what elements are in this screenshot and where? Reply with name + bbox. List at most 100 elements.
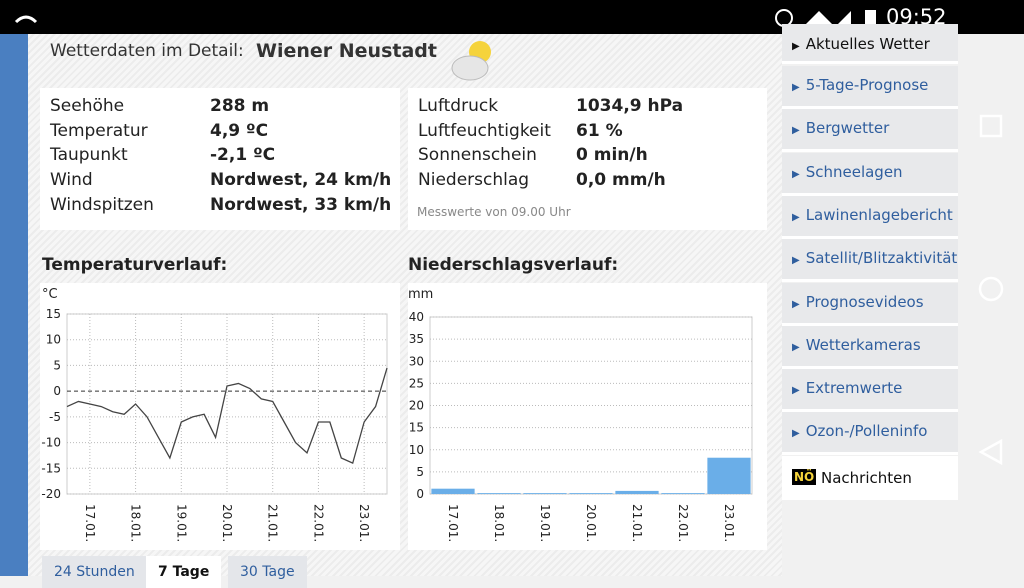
x-tick-label: 20.01. (220, 504, 234, 542)
sidebar-arrow: ▶ (792, 428, 800, 440)
sidebar-item[interactable]: ▶ Prognosevideos (782, 282, 958, 326)
sidebar-arrow: ▶ (792, 41, 800, 52)
sidebar-label: Satellit/Blitzaktivität (805, 249, 958, 268)
sidebar-item[interactable]: ▶ Extremwerte (782, 369, 958, 413)
detail-value: 0 min/h (576, 145, 648, 166)
y-tick-label: 15 (46, 307, 61, 321)
details-left: Seehöhe 288 m Temperatur 4,9 ºC Taupunkt -2,1… (40, 88, 400, 230)
station-name: Wiener Neustadt (256, 40, 437, 62)
x-tick-label: 17.01. (83, 504, 97, 542)
chart-title: Niederschlagsverlauf: (408, 255, 618, 275)
x-tick-label: 23.01. (722, 504, 736, 542)
y-tick-label: 10 (409, 443, 424, 457)
sidebar-item[interactable]: ▶ Aktuelles Wetter (782, 24, 958, 64)
bar (707, 457, 751, 494)
sidebar-label: Ozon-/Polleninfo (805, 422, 928, 441)
detail-label: Taupunkt (50, 145, 128, 166)
sidebar-item[interactable]: ▶ Bergwetter (782, 109, 958, 153)
chart-title: Temperaturverlauf: (42, 255, 227, 275)
sidebar-item[interactable]: ▶ Wetterkameras (782, 325, 958, 369)
x-tick-label: 18.01. (129, 504, 143, 542)
stripe (0, 34, 28, 576)
x-tick-label: 23.01. (357, 504, 371, 542)
detail-label: Wind (50, 170, 93, 191)
sidebar-arrow: ▶ (792, 385, 800, 397)
news-label: Nachrichten (821, 469, 912, 487)
bar (523, 493, 567, 494)
chart-panel (408, 283, 767, 550)
y-tick-label: 35 (409, 332, 424, 346)
y-tick-label: 25 (409, 376, 424, 390)
detail-label: Luftdruck (418, 96, 499, 116)
detail-value: 4,9 ºC (210, 120, 269, 141)
sidebar-label: 5-Tage-Prognose (805, 76, 929, 94)
sidebar-label: Lawinenlagebericht (805, 205, 953, 224)
x-tick-label: 19.01. (538, 504, 552, 542)
y-tick-label: 10 (46, 333, 61, 347)
temperature-line (66, 367, 388, 465)
y-tick-label: 15 (409, 421, 424, 435)
detail-label: Temperatur (50, 120, 148, 141)
sidebar-label: Schneelagen (805, 162, 903, 181)
sidebar-item[interactable]: ▶ Ozon-/Polleninfo (782, 412, 958, 456)
sidebar-arrow: ▶ (792, 341, 800, 353)
note: Messwerte von 09.00 Uhr (417, 205, 571, 219)
news-item[interactable]: NÖ Nachrichten (782, 456, 958, 500)
bar (661, 493, 705, 494)
status-bar: 09:52 (0, 0, 1024, 34)
call-icon (14, 15, 38, 24)
news-badge: NÖ (792, 469, 817, 485)
sidebar-arrow: ▶ (792, 168, 800, 180)
sidebar-arrow: ▶ (792, 298, 800, 310)
detail-label: Niederschlag (418, 170, 530, 191)
sidebar-label: Wetterkameras (805, 335, 921, 354)
y-tick-label: -5 (49, 410, 61, 424)
charts: Temperaturverlauf: °C 15 10 5 0 -5 -10 -15 -20 17.… (40, 255, 767, 550)
bar (615, 490, 659, 494)
detail-value: Nordwest, 33 km/h (210, 194, 392, 215)
x-tick-label: 19.01. (174, 504, 188, 542)
y-tick-label: 5 (53, 358, 61, 372)
x-tick-label: 18.01. (492, 504, 506, 542)
details-right: Messwerte von 09.00 Uhr Luftdruck 1034,9 … (408, 88, 767, 230)
y-axis-label: °C (42, 287, 58, 302)
detail-value: -2,1 ºC (210, 145, 276, 166)
y-tick-label: 40 (409, 310, 424, 324)
x-tick-label: 21.01. (630, 504, 644, 542)
sidebar-item[interactable]: ▶ 5-Tage-Prognose (782, 66, 958, 109)
detail-label: Luftfeuchtigkeit (418, 120, 551, 141)
y-tick-label: 30 (409, 354, 424, 368)
sidebar-label: Extremwerte (805, 379, 903, 398)
detail-value: 1034,9 hPa (576, 96, 684, 116)
bar (477, 493, 521, 494)
sidebar-arrow: ▶ (792, 125, 800, 137)
sidebar-arrow: ▶ (792, 82, 800, 93)
y-tick-label: 20 (409, 399, 424, 413)
y-tick-label: -10 (41, 436, 61, 450)
sidebar-arrow: ▶ (792, 255, 800, 267)
sidebar-item[interactable]: ▶ Schneelagen (782, 152, 958, 196)
x-tick-label: 21.01. (266, 504, 280, 542)
x-tick-label: 20.01. (584, 504, 598, 542)
sidebar-label: Aktuelles Wetter (805, 35, 930, 53)
sidebar-item[interactable]: ▶ Satellit/Blitzaktivität (782, 239, 958, 283)
sidebar-arrow: ▶ (792, 211, 800, 223)
y-axis-label: mm (408, 287, 433, 302)
detail-value: 288 m (210, 96, 270, 116)
bar (569, 493, 613, 494)
bar (431, 488, 475, 494)
x-tick-label: 22.01. (676, 504, 690, 542)
detail-label: Seehöhe (50, 96, 125, 116)
y-tick-label: 5 (416, 465, 424, 479)
detail-label: Sonnenschein (418, 145, 537, 166)
x-tick-label: 17.01. (446, 504, 460, 542)
x-tick-label: 22.01. (311, 504, 325, 542)
y-tick-label: -20 (41, 487, 61, 501)
sidebar-item[interactable]: ▶ Lawinenlagebericht (782, 195, 958, 239)
nav-icons (978, 114, 1004, 466)
sidebar-label: Prognosevideos (805, 292, 924, 311)
y-tick-label: 0 (416, 487, 424, 501)
weather-icon (451, 41, 491, 81)
sidebar-label: Bergwetter (805, 119, 890, 138)
